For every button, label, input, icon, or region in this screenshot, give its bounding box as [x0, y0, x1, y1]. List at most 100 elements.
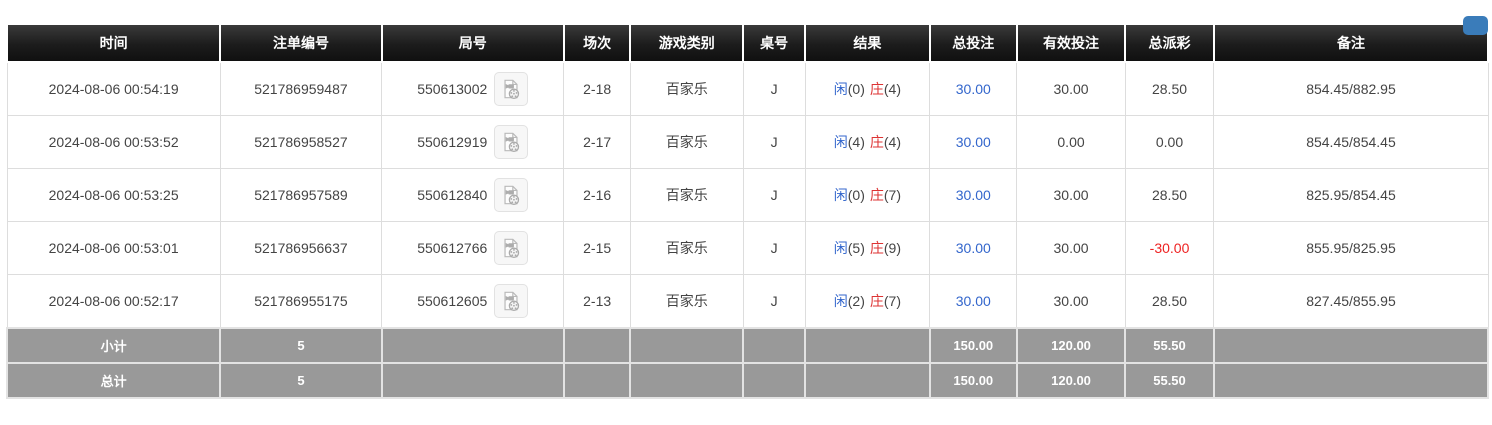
empty-cell: [804, 362, 931, 399]
grand-total-label: 总计: [5, 362, 222, 399]
result-cell: 闲(0) 庄(4): [804, 61, 931, 116]
video-replay-button[interactable]: [494, 284, 529, 318]
column-header-total-payout: 总派彩: [1124, 23, 1215, 63]
banker-result-score: (7): [883, 187, 902, 203]
round-number: 550612919: [417, 134, 488, 150]
player-result-label: 闲: [833, 240, 848, 256]
total-bet-link[interactable]: 30.00: [955, 240, 991, 256]
grand-total-row: 总计 5 150.00 120.00 55.50: [5, 362, 1490, 399]
empty-cell: [562, 362, 632, 399]
valid-bet-cell: 0.00: [1016, 115, 1126, 169]
player-result-score: (0): [847, 187, 865, 203]
total-bet-cell: 30.00: [929, 221, 1018, 275]
remark-cell: 854.45/854.45: [1213, 115, 1489, 169]
table-number-cell: J: [742, 115, 806, 169]
table-row: 2024-08-06 00:54:19 521786959487 5506130…: [6, 61, 1489, 116]
valid-bet-cell: 30.00: [1016, 168, 1126, 222]
result-cell: 闲(4) 庄(4): [804, 115, 931, 169]
round-number: 550612605: [417, 293, 488, 309]
column-header-session: 场次: [562, 23, 632, 63]
session-cell: 2-15: [563, 221, 631, 275]
player-result-label: 闲: [833, 293, 848, 309]
game-type-cell: 百家乐: [629, 61, 744, 116]
player-result-score: (4): [847, 134, 865, 150]
total-bet-link[interactable]: 30.00: [955, 293, 991, 309]
subtotal-count: 5: [219, 327, 383, 364]
column-header-result: 结果: [804, 23, 931, 63]
remark-cell: 854.45/882.95: [1213, 61, 1489, 116]
table-number-cell: J: [742, 274, 806, 329]
valid-bet-cell: 30.00: [1016, 274, 1126, 329]
video-file-icon: [504, 79, 520, 99]
column-header-table-number: 桌号: [742, 23, 807, 63]
table-row: 2024-08-06 00:53:25 521786957589 5506128…: [6, 168, 1489, 222]
remark-cell: 825.95/854.45: [1213, 168, 1489, 222]
time-cell: 2024-08-06 00:53:01: [6, 221, 221, 275]
round-number-cell: 550612766: [381, 221, 565, 275]
grand-total-valid-bet: 120.00: [1015, 362, 1127, 399]
player-result-score: (0): [847, 81, 865, 97]
result-cell: 闲(0) 庄(7): [804, 168, 931, 222]
bet-records-panel: 时间 注单编号 局号 场次 游戏类别 桌号 结果 总投注 有效投注 总派彩 备注…: [5, 23, 1490, 399]
remark-cell: 855.95/825.95: [1213, 221, 1489, 275]
round-number-cell: 550612919: [381, 115, 565, 169]
video-replay-button[interactable]: [494, 231, 529, 265]
total-bet-link[interactable]: 30.00: [955, 187, 991, 203]
column-header-game-type: 游戏类别: [629, 23, 745, 63]
total-bet-link[interactable]: 30.00: [955, 81, 991, 97]
result-cell: 闲(5) 庄(9): [804, 221, 931, 275]
empty-cell: [629, 362, 745, 399]
round-number: 550612840: [417, 187, 488, 203]
column-header-remark: 备注: [1212, 23, 1490, 63]
empty-cell: [1212, 327, 1490, 364]
table-number-cell: J: [742, 221, 806, 275]
video-file-icon: [504, 132, 520, 152]
round-number-cell: 550612840: [381, 168, 565, 222]
game-type-cell: 百家乐: [629, 274, 744, 329]
subtotal-payout: 55.50: [1124, 327, 1215, 364]
game-type-cell: 百家乐: [629, 221, 744, 275]
empty-cell: [380, 362, 565, 399]
valid-bet-cell: 30.00: [1016, 221, 1126, 275]
player-result-label: 闲: [833, 81, 848, 97]
banker-result-label: 庄: [869, 240, 884, 256]
subtotal-valid-bet: 120.00: [1015, 327, 1127, 364]
valid-bet-cell: 30.00: [1016, 61, 1126, 116]
payout-cell: 28.50: [1124, 168, 1215, 222]
bet-number-cell: 521786957589: [219, 168, 383, 222]
grand-total-total-bet: 150.00: [928, 362, 1018, 399]
total-bet-cell: 30.00: [929, 168, 1018, 222]
scroll-top-button[interactable]: [1463, 16, 1488, 35]
empty-cell: [1212, 362, 1490, 399]
banker-result-label: 庄: [869, 134, 884, 150]
table-body: 2024-08-06 00:54:19 521786959487 5506130…: [6, 61, 1489, 329]
empty-cell: [742, 327, 807, 364]
time-cell: 2024-08-06 00:52:17: [6, 274, 221, 329]
player-result-label: 闲: [833, 187, 848, 203]
bet-number-cell: 521786958527: [219, 115, 383, 169]
empty-cell: [629, 327, 745, 364]
banker-result-label: 庄: [869, 81, 884, 97]
empty-cell: [804, 327, 931, 364]
column-header-valid-bet: 有效投注: [1015, 23, 1127, 63]
total-bet-link[interactable]: 30.00: [955, 134, 991, 150]
video-replay-button[interactable]: [494, 72, 529, 106]
table-number-cell: J: [742, 61, 806, 116]
round-number-cell: 550612605: [381, 274, 565, 329]
time-cell: 2024-08-06 00:53:25: [6, 168, 221, 222]
column-header-total-bet: 总投注: [928, 23, 1018, 63]
video-replay-button[interactable]: [494, 125, 529, 159]
bet-number-cell: 521786956637: [219, 221, 383, 275]
header-row: 时间 注单编号 局号 场次 游戏类别 桌号 结果 总投注 有效投注 总派彩 备注: [5, 23, 1490, 63]
video-file-icon: [504, 291, 520, 311]
session-cell: 2-18: [563, 61, 631, 116]
table-row: 2024-08-06 00:53:52 521786958527 5506129…: [6, 115, 1489, 169]
column-header-time: 时间: [5, 23, 222, 63]
player-result-score: (2): [847, 293, 865, 309]
column-header-bet-number: 注单编号: [219, 23, 383, 63]
player-result-label: 闲: [833, 134, 848, 150]
video-replay-button[interactable]: [494, 178, 529, 212]
subtotal-row: 小计 5 150.00 120.00 55.50: [5, 327, 1490, 364]
payout-cell: -30.00: [1124, 221, 1215, 275]
bet-number-cell: 521786955175: [219, 274, 383, 329]
